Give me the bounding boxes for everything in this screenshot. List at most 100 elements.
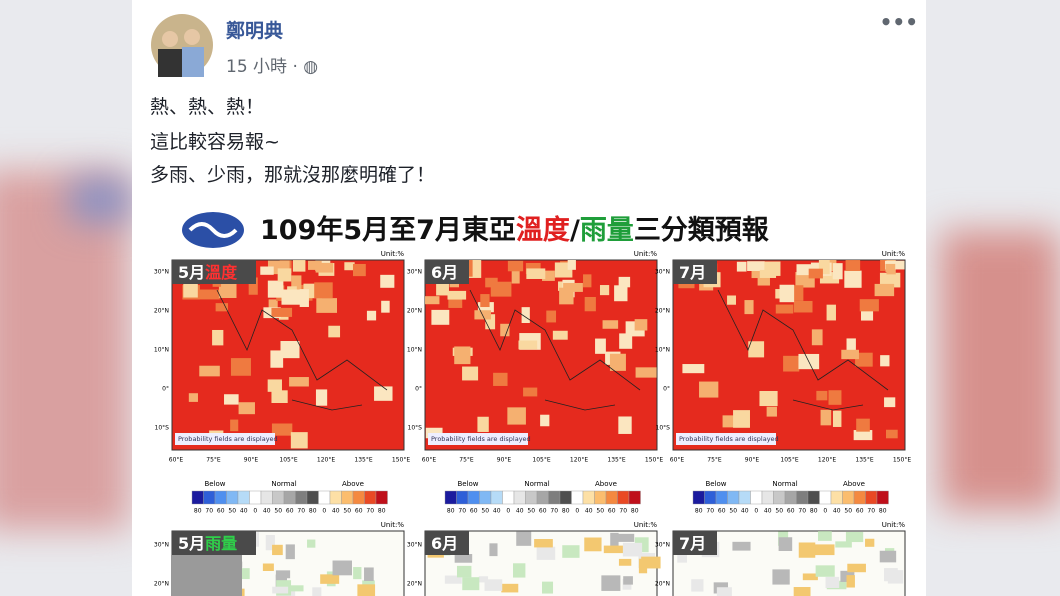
legend-number: 50 [527, 508, 535, 515]
map-patch [796, 264, 817, 276]
map-patch [521, 307, 530, 324]
map-patch [880, 355, 890, 367]
legend-swatch [502, 490, 515, 505]
legend-swatch [750, 490, 763, 505]
lon-tick: 135°E [607, 457, 625, 464]
legend-swatch [444, 490, 457, 505]
month-label: 6月 [431, 263, 458, 282]
map-patch [381, 300, 390, 313]
lat-tick: 10°S [656, 425, 671, 432]
map-patch [634, 319, 648, 331]
legend-number: 70 [798, 508, 806, 515]
legend-swatch [352, 490, 365, 505]
map-patch [614, 285, 628, 302]
coastline [216, 289, 388, 411]
map-patch [609, 353, 626, 371]
legend-number: 0 [754, 508, 758, 515]
lon-tick: 60°E [169, 457, 184, 464]
map-patch [271, 390, 288, 404]
map-patch [526, 268, 546, 279]
map-patch [879, 272, 901, 288]
month-label-bg [172, 260, 256, 284]
legend-number: 80 [879, 508, 887, 515]
month-label: 7月 [679, 263, 706, 282]
map-patch [518, 340, 538, 350]
time[interactable]: 15 小時 [226, 57, 288, 77]
map-patch [218, 282, 237, 298]
post: 鄭明典 15 小時 · ◍ ••• 熱、熱、熱！ 這比較容易報~ 多雨、少雨，那… [132, 0, 926, 596]
lon-tick: 120°E [818, 457, 836, 464]
map-patch [793, 300, 813, 313]
map-patch [277, 268, 292, 282]
unit: Unit:% [634, 521, 658, 529]
legend-number: 80 [562, 508, 570, 515]
map-patch [595, 338, 606, 354]
month: 6月 [431, 534, 458, 553]
lat-tick: 0° [162, 386, 169, 393]
unit: Unit:% [634, 250, 658, 258]
map-patch [844, 270, 862, 288]
legend-swatch [692, 490, 705, 505]
lon-tick: 60°E [422, 457, 437, 464]
map-patch [884, 397, 896, 408]
map-patch [485, 314, 496, 330]
map-patch [885, 263, 896, 273]
legend-swatch [796, 490, 809, 505]
map-patch [779, 284, 795, 303]
map-patch [846, 338, 856, 354]
legend-group: Below [457, 480, 478, 488]
author[interactable]: 鄭明典 [226, 20, 284, 42]
map-patch [618, 416, 632, 434]
map-patch [622, 542, 643, 557]
map-patch [764, 261, 781, 276]
lon-tick: 105°E [279, 457, 297, 464]
map-patch [272, 586, 289, 594]
lon-tick: 75°E [707, 457, 722, 464]
month-label-bg [673, 260, 717, 284]
map-patch [320, 574, 340, 584]
legend-swatch [819, 490, 832, 505]
lon-tick: 120°E [317, 457, 335, 464]
map-patch [289, 377, 309, 387]
legend-number: 70 [205, 508, 213, 515]
map-patch [511, 271, 520, 284]
legend-number: 60 [718, 508, 726, 515]
map-patch [314, 282, 333, 299]
month: 7月 [679, 263, 706, 282]
month-label: 5月雨量 [178, 534, 237, 553]
map-patch [802, 573, 818, 581]
map-patch [477, 416, 489, 432]
map-patch [853, 430, 873, 441]
map-patch [856, 418, 870, 432]
legend-number: 50 [775, 508, 783, 515]
map-patch [584, 537, 602, 552]
map-patch [507, 407, 526, 425]
post-image[interactable]: 109年5月至7月東亞溫度/雨量三分類預報 5月溫度Unit:%Probabil… [132, 197, 926, 596]
month-label-bg [172, 531, 256, 555]
legend-number: 50 [481, 508, 489, 515]
map-patch [267, 379, 282, 392]
note-bg [676, 433, 776, 445]
legend-swatch [329, 490, 342, 505]
more-menu[interactable]: ••• [879, 10, 918, 34]
timestamp[interactable]: 15 小時 · ◍ [226, 57, 319, 77]
lon-tick: 60°E [670, 457, 685, 464]
avatar[interactable] [150, 13, 214, 77]
month-label: 7月 [679, 534, 706, 553]
map-patch [546, 310, 557, 323]
map-patch [635, 367, 657, 378]
map-patch [832, 410, 842, 427]
legend-number: 40 [516, 508, 524, 515]
legend-swatch [525, 490, 538, 505]
legend-group: Above [342, 480, 364, 488]
legend-swatch [738, 490, 751, 505]
coastline [469, 289, 641, 411]
note: Probability fields are displayed [679, 435, 779, 443]
legend-number: 50 [729, 508, 737, 515]
legend-swatch [605, 490, 618, 505]
legend-swatch [237, 490, 250, 505]
note-bg [428, 433, 528, 445]
lat-tick: 20°N [407, 308, 422, 315]
lon-tick: 135°E [855, 457, 873, 464]
map-patch [299, 289, 309, 307]
